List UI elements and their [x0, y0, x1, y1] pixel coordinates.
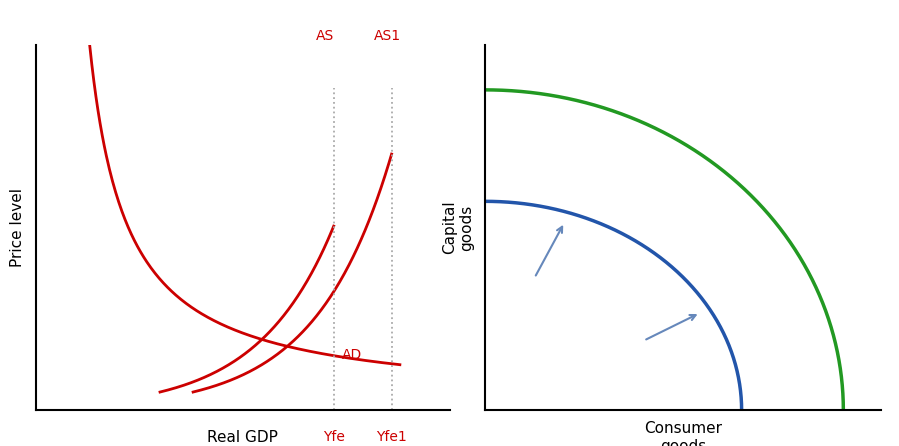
X-axis label: Consumer
goods: Consumer goods: [645, 421, 722, 446]
Text: Yfe: Yfe: [323, 430, 344, 444]
Y-axis label: Capital
goods: Capital goods: [442, 201, 475, 254]
X-axis label: Real GDP: Real GDP: [208, 430, 278, 445]
Text: AS1: AS1: [374, 29, 401, 43]
Text: AD: AD: [342, 348, 362, 362]
Text: Yfe1: Yfe1: [376, 430, 407, 444]
Y-axis label: Price level: Price level: [10, 188, 25, 267]
Text: AS: AS: [316, 29, 334, 43]
